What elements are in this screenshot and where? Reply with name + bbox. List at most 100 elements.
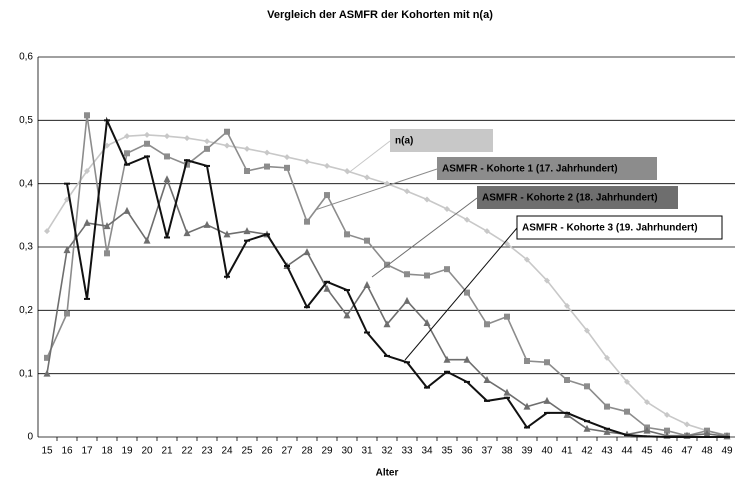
- marker: [383, 320, 391, 328]
- y-tick-label: 0,3: [19, 242, 33, 253]
- y-tick-label: 0,4: [19, 178, 33, 189]
- marker: [483, 376, 491, 383]
- x-tick-label: 17: [81, 446, 93, 457]
- marker: [664, 427, 670, 434]
- legend-label: ASMFR - Kohorte 1 (17. Jahrhundert): [442, 164, 618, 175]
- marker: [463, 355, 471, 363]
- x-tick-label: 16: [61, 446, 73, 457]
- x-tick-label: 36: [461, 446, 473, 457]
- marker: [324, 192, 330, 199]
- x-tick-label: 49: [721, 446, 733, 457]
- x-tick-label: 22: [181, 446, 193, 457]
- marker: [183, 229, 191, 237]
- marker: [164, 153, 170, 160]
- marker: [504, 240, 510, 247]
- marker: [264, 163, 270, 170]
- marker: [104, 142, 110, 149]
- x-tick-label: 31: [361, 446, 373, 457]
- marker: [363, 281, 371, 288]
- leader-line: [371, 197, 478, 278]
- x-tick-label: 20: [141, 446, 153, 457]
- x-tick-label: 48: [701, 446, 713, 457]
- x-tick-label: 25: [241, 446, 253, 457]
- marker: [604, 354, 610, 361]
- marker: [684, 421, 690, 428]
- marker: [583, 424, 591, 432]
- marker: [403, 296, 411, 304]
- legend-box: [390, 129, 493, 152]
- x-tick-label: 43: [601, 446, 613, 457]
- legend-label: ASMFR - Kohorte 3 (19. Jahrhundert): [522, 223, 698, 234]
- legend-label: ASMFR - Kohorte 2 (18. Jahrhundert): [482, 193, 658, 204]
- marker: [424, 196, 430, 203]
- x-tick-label: 32: [381, 446, 393, 457]
- legend-label: n(a): [395, 136, 413, 147]
- marker: [124, 150, 130, 157]
- x-tick-label: 41: [561, 446, 573, 457]
- marker: [564, 377, 570, 383]
- x-tick-label: 38: [501, 446, 513, 457]
- marker: [164, 133, 170, 140]
- marker: [464, 289, 470, 296]
- marker: [323, 284, 331, 292]
- marker: [64, 310, 70, 317]
- marker: [124, 133, 130, 140]
- x-tick-label: 47: [681, 446, 693, 457]
- marker: [443, 355, 451, 363]
- marker: [643, 426, 651, 434]
- x-tick-label: 39: [521, 446, 533, 457]
- marker: [284, 164, 290, 171]
- marker: [163, 175, 171, 183]
- marker: [104, 250, 110, 257]
- marker: [123, 206, 131, 214]
- marker: [224, 142, 230, 149]
- x-tick-label: 37: [481, 446, 493, 457]
- y-tick-label: 0,6: [19, 52, 33, 63]
- marker: [524, 256, 530, 263]
- marker: [544, 359, 550, 366]
- marker: [304, 218, 310, 225]
- legend-box: [437, 157, 657, 180]
- marker: [523, 402, 531, 410]
- marker: [244, 145, 250, 152]
- x-tick-label: 45: [641, 446, 653, 457]
- marker: [503, 388, 511, 396]
- marker: [44, 228, 50, 235]
- marker: [264, 149, 270, 156]
- x-tick-label: 42: [581, 446, 593, 457]
- marker: [584, 327, 590, 334]
- marker: [543, 396, 551, 404]
- leader-line: [314, 168, 438, 211]
- marker: [484, 228, 490, 235]
- marker: [604, 403, 610, 410]
- marker: [644, 399, 650, 406]
- marker: [244, 168, 250, 174]
- y-tick-label: 0,5: [19, 115, 33, 126]
- marker: [504, 313, 510, 320]
- legend-box: [516, 215, 723, 240]
- x-tick-label: 26: [261, 446, 273, 457]
- x-tick-label: 29: [321, 446, 333, 457]
- marker: [544, 277, 550, 284]
- marker: [423, 319, 431, 326]
- marker: [144, 140, 150, 147]
- y-tick-label: 0,1: [19, 368, 33, 379]
- leader-line: [404, 227, 518, 361]
- x-tick-label: 40: [541, 446, 553, 457]
- marker: [404, 188, 410, 195]
- marker: [184, 161, 190, 168]
- x-tick-label: 19: [121, 446, 133, 457]
- marker: [603, 427, 611, 435]
- x-tick-label: 23: [201, 446, 213, 457]
- x-tick-label: 33: [401, 446, 413, 457]
- x-axis-title: Alter: [376, 468, 399, 479]
- marker: [243, 227, 251, 235]
- marker: [424, 272, 430, 279]
- marker: [83, 218, 91, 226]
- marker: [184, 135, 190, 142]
- marker: [364, 237, 370, 244]
- x-tick-label: 27: [281, 446, 293, 457]
- marker: [444, 266, 450, 273]
- marker: [304, 158, 310, 165]
